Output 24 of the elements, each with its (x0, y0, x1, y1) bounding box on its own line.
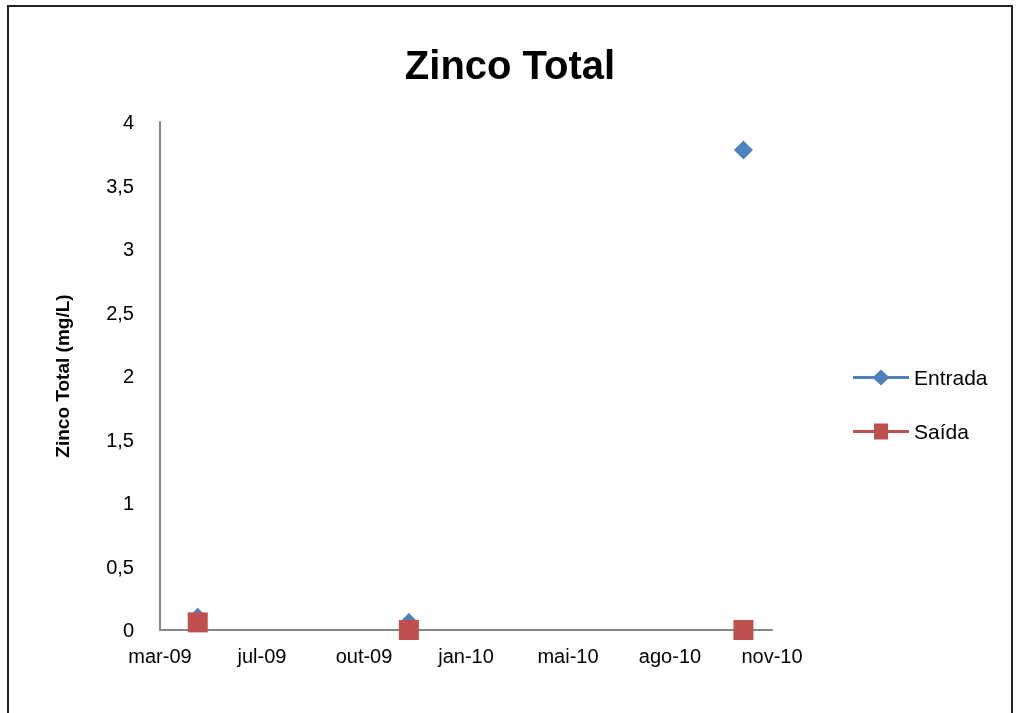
point (733, 140, 753, 160)
y-tick-label: 3 (122, 238, 134, 260)
legend-label: Saída (914, 420, 970, 443)
y-tick-label: 3,5 (106, 174, 134, 197)
x-tick-label: mar-09 (128, 645, 192, 667)
point (733, 620, 754, 640)
point (398, 620, 419, 640)
x-tick-label: ago-10 (638, 645, 702, 667)
x-tick-label: jul-09 (236, 645, 287, 667)
point (187, 612, 208, 633)
y-tick-label: 2 (122, 365, 134, 387)
chart-title: Zinco Total (404, 43, 616, 87)
x-tick-label: mai-10 (537, 645, 599, 667)
legend-label: Entrada (914, 366, 988, 389)
x-tick-label: jan-10 (437, 645, 494, 667)
y-tick-label: 2,5 (106, 301, 134, 324)
y-tick-label: 1,5 (106, 428, 134, 451)
x-tick-label: out-09 (335, 645, 393, 667)
y-axis-title: Zinco Total (mg/L) (52, 294, 73, 458)
y-tick-label: 0,5 (106, 555, 134, 578)
y-tick-label: 1 (122, 492, 134, 514)
y-tick-label: 4 (122, 111, 134, 133)
y-tick-label: 0 (122, 619, 134, 641)
x-tick-label: nov-10 (741, 645, 803, 667)
